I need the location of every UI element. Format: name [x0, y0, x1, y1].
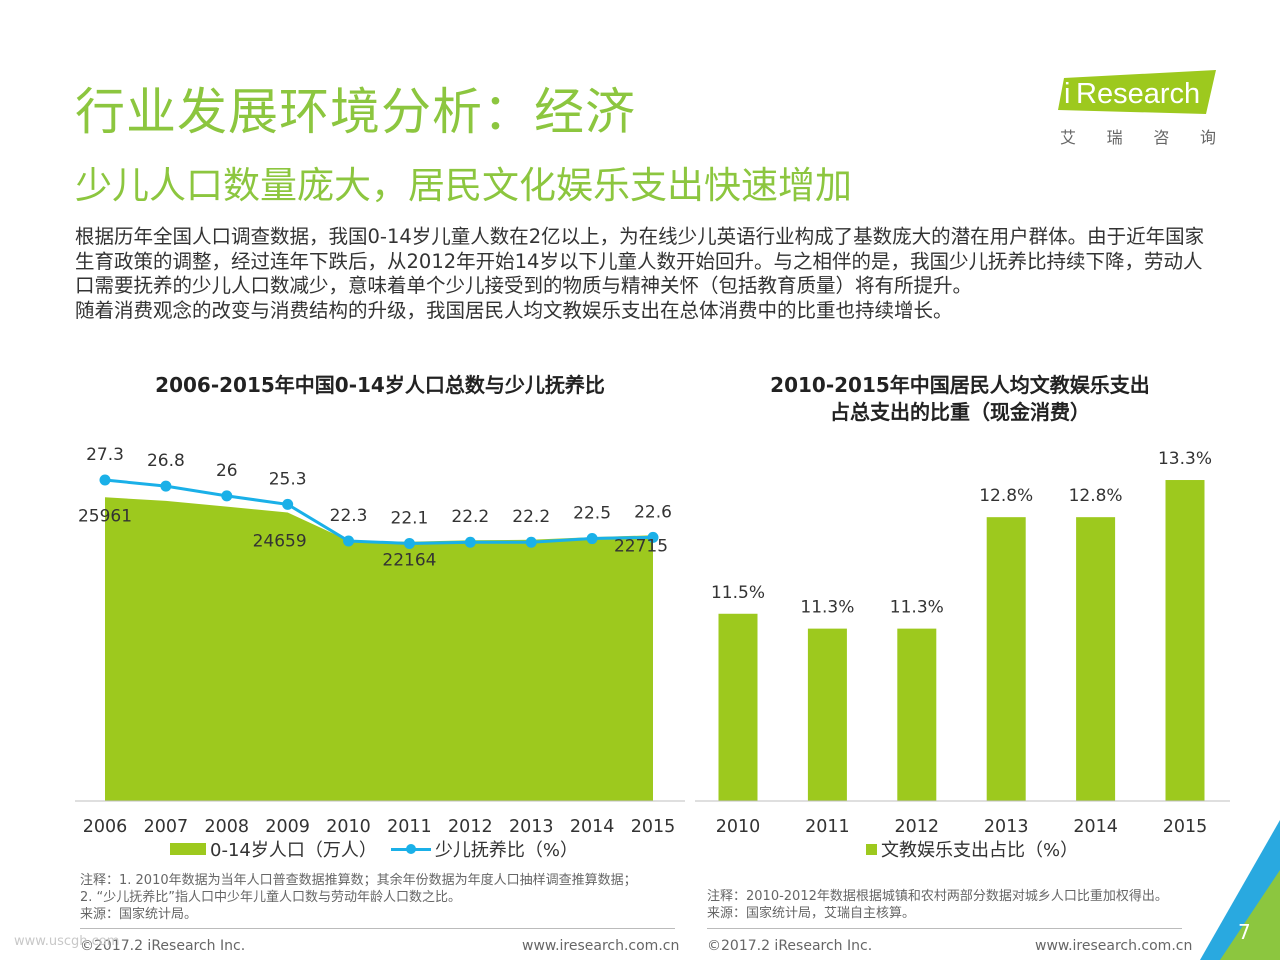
dependency-ratio-label: 25.3: [269, 469, 307, 489]
spending-chart-title: 2010-2015年中国居民人均文教娱乐支出 占总支出的比重（现金消费）: [700, 372, 1220, 426]
legend-label-population: 0-14岁人口（万人）: [210, 840, 377, 861]
right-footer-divider: [707, 928, 1182, 929]
x-tick-label: 2014: [1073, 817, 1118, 837]
intro-text: 根据历年全国人口调查数据，我国0-14岁儿童人数在2亿以上，为在线少儿英语行业构…: [75, 225, 1210, 323]
right-notes: 注释：2010-2012年数据根据城镇和农村两部分数据对城乡人口比重加权得出。 …: [707, 888, 1227, 922]
dependency-ratio-label: 26: [216, 461, 238, 481]
dependency-ratio-label: 26.8: [147, 451, 185, 471]
dependency-ratio-point: [160, 480, 172, 492]
watermark: www.uscgh.com: [14, 934, 120, 949]
source-line: 来源：国家统计局，艾瑞自主核算。: [707, 906, 916, 921]
legend-label-dependency: 少儿抚养比（%）: [434, 840, 578, 861]
note-line: 注释：2010-2012年数据根据城镇和农村两部分数据对城乡人口比重加权得出。: [707, 889, 1168, 904]
logo-char: 咨: [1153, 128, 1170, 147]
left-notes: 注释：1. 2010年数据为当年人口普查数据推算数；其余年份数据为年度人口抽样调…: [80, 872, 690, 923]
population-chart: 27.3 26.8 26 25.3 22.3 22.1 22.2 22.2 22.5 22.6 25…: [75, 445, 685, 837]
bar: [718, 613, 758, 801]
x-tick-label: 2008: [205, 817, 250, 837]
population-label: 24659: [253, 532, 307, 552]
legend-swatch-line: [390, 843, 431, 855]
dependency-ratio-label: 22.3: [330, 506, 368, 526]
right-website-link[interactable]: www.iresearch.com.cn: [1035, 938, 1193, 954]
logo-brand-i: i: [1064, 78, 1070, 110]
bar: [986, 517, 1026, 801]
logo-char: 询: [1199, 128, 1216, 147]
page-title: 行业发展环境分析：经济: [75, 83, 636, 141]
legend-label-spending: 文教娱乐支出占比（%）: [881, 840, 1079, 861]
population-label: 22715: [614, 536, 668, 556]
bar-value-label: 13.3%: [1158, 449, 1212, 469]
dependency-ratio-point: [282, 498, 294, 510]
x-tick-label: 2013: [509, 817, 554, 837]
left-footer-divider: [80, 928, 675, 929]
bar: [807, 628, 847, 801]
logo-char: 瑞: [1106, 128, 1123, 147]
dependency-ratio-point: [525, 536, 537, 548]
x-tick-label: 2015: [1163, 817, 1208, 837]
bar-value-label: 11.5%: [711, 583, 765, 603]
dependency-ratio-point: [647, 531, 659, 543]
x-tick-label: 2011: [805, 817, 850, 837]
population-label: 22164: [382, 551, 436, 571]
dependency-ratio-label: 22.2: [512, 507, 550, 527]
right-copyright: ©2017.2 iResearch Inc.: [707, 938, 873, 954]
x-tick-label: 2009: [265, 817, 310, 837]
dependency-ratio-label: 22.5: [573, 504, 611, 524]
legend-swatch-bar: [866, 843, 877, 855]
x-tick-label: 2006: [83, 817, 128, 837]
bar-value-label: 11.3%: [800, 598, 854, 618]
note-line: 注释：1. 2010年数据为当年人口普查数据推算数；其余年份数据为年度人口抽样调…: [80, 873, 637, 888]
x-tick-label: 2013: [984, 817, 1029, 837]
population-chart-legend: 0-14岁人口（万人） 少儿抚养比（%）: [170, 836, 578, 862]
bar: [1165, 480, 1205, 801]
dependency-ratio-point: [464, 536, 476, 548]
dependency-ratio-label: 22.2: [451, 507, 489, 527]
x-tick-label: 2015: [631, 817, 676, 837]
dependency-ratio-point: [586, 533, 598, 545]
dependency-ratio-point: [99, 474, 111, 486]
bar-value-label: 12.8%: [979, 486, 1033, 506]
x-tick-label: 2011: [387, 817, 432, 837]
dependency-ratio-point: [343, 535, 355, 547]
intro-paragraph-1: 根据历年全国人口调查数据，我国0-14岁儿童人数在2亿以上，为在线少儿英语行业构…: [75, 225, 1205, 297]
population-area: [105, 497, 653, 801]
corner-decoration: [1200, 820, 1280, 960]
spending-chart-title-line-2: 占总支出的比重（现金消费）: [830, 400, 1090, 424]
x-tick-label: 2014: [570, 817, 615, 837]
logo-char: 艾: [1060, 128, 1077, 147]
spending-chart-legend: 文教娱乐支出占比（%）: [866, 836, 1078, 862]
logo-chinese-name: 艾 瑞 咨 询: [1060, 124, 1216, 148]
page-subtitle: 少儿人口数量庞大，居民文化娱乐支出快速增加: [75, 164, 852, 207]
iresearch-logo: i Research 艾 瑞 咨 询: [1058, 68, 1218, 148]
dependency-ratio-point: [221, 490, 233, 502]
x-tick-label: 2010: [716, 817, 761, 837]
logo-brand-rest: Research: [1076, 78, 1200, 110]
source-line: 来源：国家统计局。: [80, 907, 198, 922]
intro-paragraph-2: 随着消费观念的改变与消费结构的升级，我国居民人均文教娱乐支出在总体消费中的比重也…: [75, 298, 953, 322]
dependency-ratio-label: 22.6: [634, 502, 672, 522]
spending-chart: 11.5% 11.3% 11.3% 12.8% 12.8% 13.3% 2010 2011 20…: [695, 449, 1230, 837]
x-tick-label: 2012: [448, 817, 493, 837]
dependency-ratio-label: 22.1: [391, 508, 429, 528]
dependency-ratio-label: 27.3: [86, 445, 124, 465]
x-tick-label: 2010: [326, 817, 371, 837]
left-website-link[interactable]: www.iresearch.com.cn: [522, 938, 680, 954]
iresearch-logo-mark: i Research: [1058, 70, 1216, 114]
bar: [1076, 517, 1116, 801]
bar: [897, 628, 937, 801]
population-chart-title: 2006-2015年中国0-14岁人口总数与少儿抚养比: [155, 373, 605, 397]
legend-swatch-area: [170, 843, 206, 855]
x-tick-label: 2012: [895, 817, 940, 837]
x-tick-label: 2007: [144, 817, 189, 837]
left-copyright: ©2017.2 iResearch Inc.: [80, 938, 246, 954]
page-number: 7: [1238, 920, 1251, 944]
dependency-ratio-line: [104, 478, 654, 545]
note-line: 2. “少儿抚养比”指人口中少年儿童人口数与劳动年龄人口数之比。: [80, 890, 462, 905]
dependency-ratio-point: [403, 537, 415, 549]
bar-value-label: 11.3%: [890, 598, 944, 618]
spending-chart-title-line-1: 2010-2015年中国居民人均文教娱乐支出: [770, 373, 1150, 397]
bar-value-label: 12.8%: [1069, 486, 1123, 506]
population-label: 25961: [78, 506, 132, 526]
